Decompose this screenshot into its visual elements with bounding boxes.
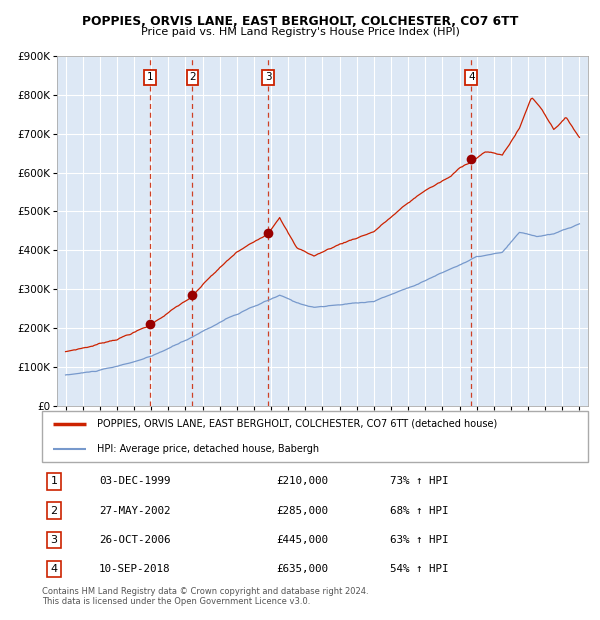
Text: £285,000: £285,000 — [276, 505, 328, 516]
Text: £445,000: £445,000 — [276, 534, 328, 545]
Text: £635,000: £635,000 — [276, 564, 328, 574]
Text: Price paid vs. HM Land Registry's House Price Index (HPI): Price paid vs. HM Land Registry's House … — [140, 27, 460, 37]
Text: 1: 1 — [50, 476, 58, 487]
Text: 73% ↑ HPI: 73% ↑ HPI — [390, 476, 449, 487]
Text: 2: 2 — [189, 72, 196, 82]
Text: 10-SEP-2018: 10-SEP-2018 — [99, 564, 170, 574]
Text: 1: 1 — [146, 72, 153, 82]
Text: Contains HM Land Registry data © Crown copyright and database right 2024.
This d: Contains HM Land Registry data © Crown c… — [42, 587, 368, 606]
Text: 3: 3 — [50, 534, 58, 545]
Text: POPPIES, ORVIS LANE, EAST BERGHOLT, COLCHESTER, CO7 6TT (detached house): POPPIES, ORVIS LANE, EAST BERGHOLT, COLC… — [97, 418, 497, 429]
Text: 03-DEC-1999: 03-DEC-1999 — [99, 476, 170, 487]
FancyBboxPatch shape — [42, 411, 588, 462]
Text: 26-OCT-2006: 26-OCT-2006 — [99, 534, 170, 545]
Text: 63% ↑ HPI: 63% ↑ HPI — [390, 534, 449, 545]
Text: 27-MAY-2002: 27-MAY-2002 — [99, 505, 170, 516]
Text: 68% ↑ HPI: 68% ↑ HPI — [390, 505, 449, 516]
Text: 3: 3 — [265, 72, 271, 82]
Text: £210,000: £210,000 — [276, 476, 328, 487]
Text: 4: 4 — [468, 72, 475, 82]
Text: POPPIES, ORVIS LANE, EAST BERGHOLT, COLCHESTER, CO7 6TT: POPPIES, ORVIS LANE, EAST BERGHOLT, COLC… — [82, 16, 518, 28]
Text: 54% ↑ HPI: 54% ↑ HPI — [390, 564, 449, 574]
Text: 4: 4 — [50, 564, 58, 574]
Text: HPI: Average price, detached house, Babergh: HPI: Average price, detached house, Babe… — [97, 444, 319, 454]
Text: 2: 2 — [50, 505, 58, 516]
